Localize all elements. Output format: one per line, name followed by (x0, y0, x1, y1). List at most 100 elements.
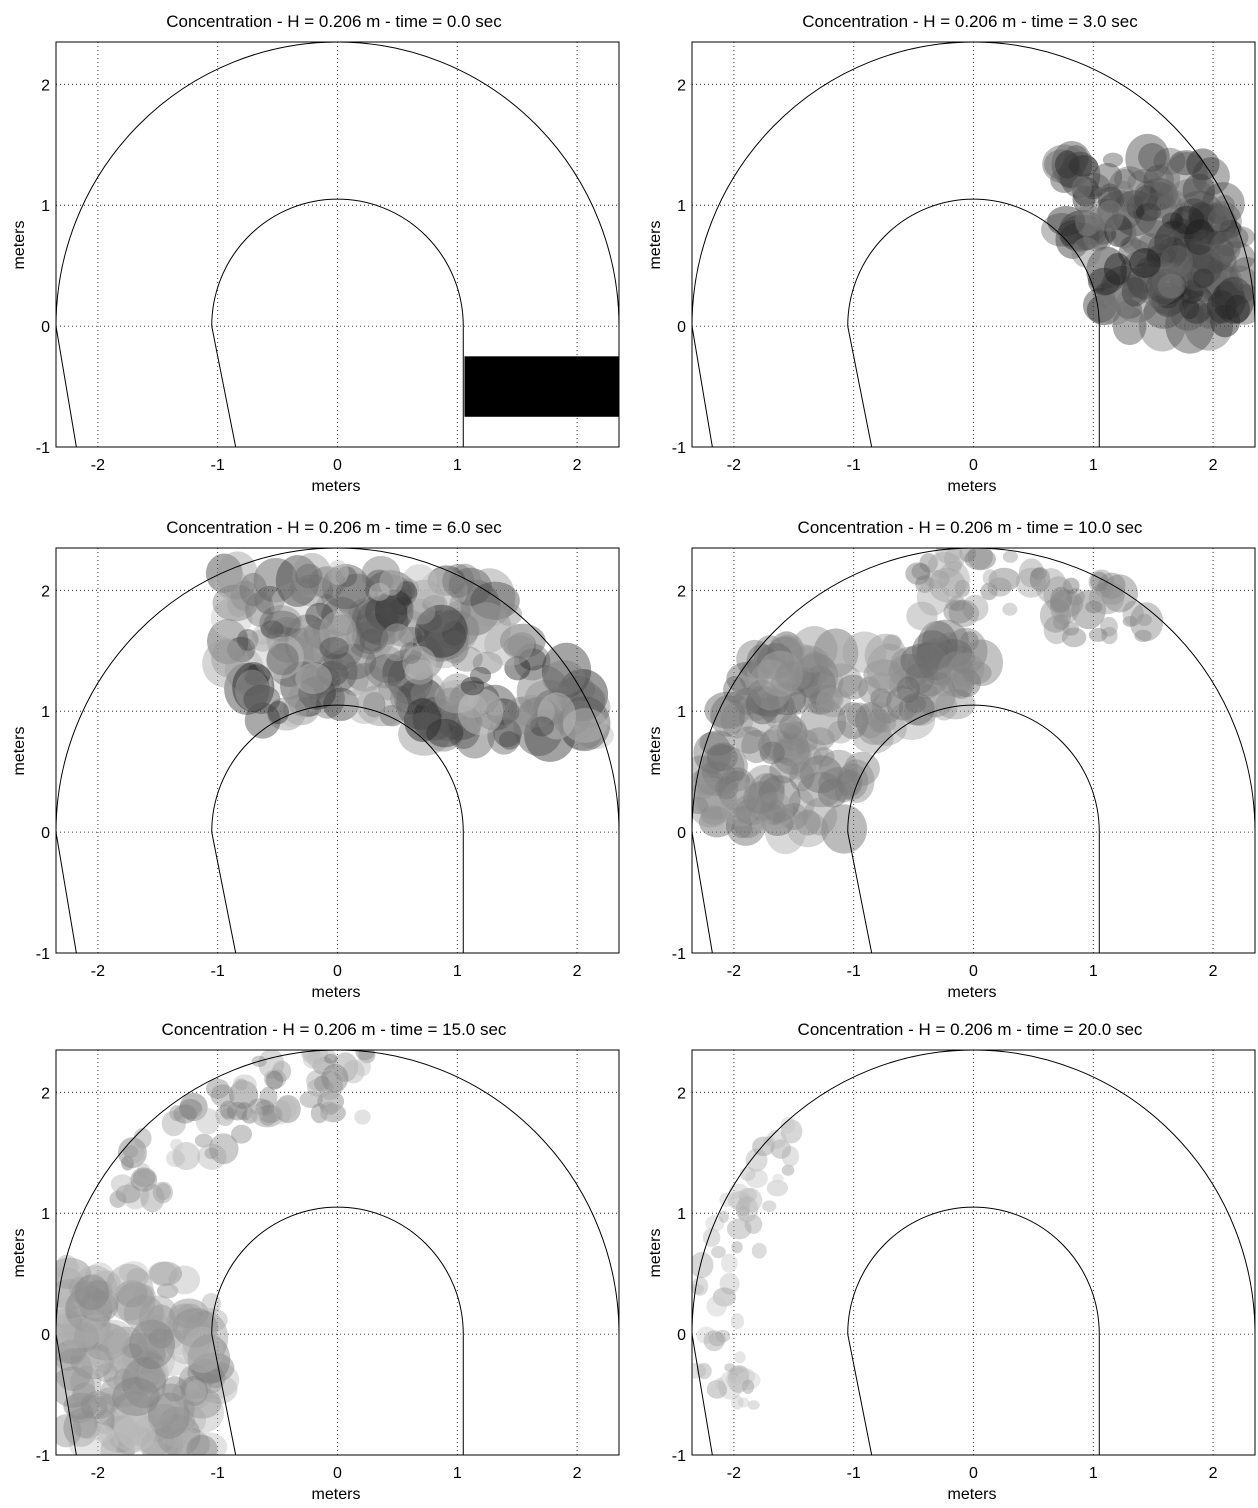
inner-wall-left (211, 832, 237, 953)
concentration-cell (410, 681, 436, 707)
concentration-cell (1050, 167, 1079, 193)
concentration-cell (146, 1304, 176, 1334)
concentration-cell (732, 804, 764, 839)
concentration-cell (844, 751, 880, 786)
concentration-cell (717, 1371, 743, 1400)
concentration-cell (1133, 181, 1183, 239)
concentration-cell (735, 1371, 761, 1390)
concentration-cell (369, 582, 390, 601)
concentration-cell (316, 661, 349, 687)
concentration-cell (765, 799, 787, 825)
concentration-cell (235, 669, 270, 711)
concentration-cell (412, 696, 456, 741)
concentration-cell (416, 610, 443, 632)
x-tick-label: -1 (847, 963, 861, 980)
concentration-cell (883, 634, 902, 651)
outer-wall-arc (692, 42, 1255, 327)
concentration-cell (779, 713, 803, 740)
concentration-cell (263, 610, 301, 638)
concentration-cell (789, 761, 815, 792)
concentration-cell (426, 631, 457, 656)
concentration-cell (770, 673, 798, 695)
concentration-cell (1181, 257, 1213, 292)
concentration-cell (108, 1326, 148, 1367)
concentration-cell (272, 619, 314, 655)
concentration-cell (712, 1287, 736, 1307)
x-tick-label: 0 (333, 963, 342, 980)
concentration-cell (888, 699, 936, 741)
concentration-cell (1075, 223, 1100, 251)
concentration-cell (188, 1369, 213, 1386)
concentration-cell (239, 572, 267, 607)
concentration-cell (295, 563, 323, 589)
concentration-plume (692, 1117, 803, 1410)
inner-wall-left (847, 832, 873, 953)
concentration-cell (1071, 237, 1102, 268)
concentration-cell (266, 643, 299, 676)
concentration-cell (1178, 284, 1214, 324)
concentration-cell (717, 767, 757, 812)
x-tick-label: 1 (453, 1465, 462, 1482)
concentration-cell (952, 668, 981, 698)
concentration-cell (113, 1368, 134, 1392)
concentration-cell (1167, 227, 1190, 253)
concentration-cell (493, 719, 522, 748)
concentration-cell (916, 642, 936, 664)
concentration-cell (757, 775, 801, 823)
concentration-cell (786, 754, 817, 780)
concentration-cell (500, 623, 546, 659)
concentration-cell (110, 1174, 134, 1194)
concentration-cell (733, 726, 765, 754)
concentration-cell (959, 548, 977, 563)
concentration-cell (1094, 287, 1135, 326)
panel-t10: Concentration - H = 0.206 m - time = 10.… (636, 506, 1258, 1006)
concentration-cell (99, 1375, 144, 1408)
concentration-cell (698, 806, 736, 838)
y-tick-label: 0 (41, 825, 50, 842)
concentration-cell (837, 769, 863, 797)
concentration-cell (122, 1343, 143, 1359)
concentration-cell (56, 1266, 85, 1299)
concentration-cell (364, 645, 408, 689)
concentration-cell (390, 685, 412, 711)
y-tick-label: 2 (677, 77, 686, 94)
concentration-cell (1063, 145, 1089, 173)
concentration-cell (1041, 212, 1083, 247)
concentration-cell (248, 1098, 272, 1115)
concentration-cell (76, 1417, 101, 1440)
concentration-cell (298, 628, 330, 651)
concentration-cell (756, 697, 782, 718)
concentration-cell (138, 1358, 169, 1390)
concentration-cell (1089, 230, 1110, 251)
concentration-cell (733, 687, 757, 709)
outer-wall-left (56, 832, 77, 953)
concentration-cell (781, 1164, 795, 1176)
concentration-cell (266, 635, 315, 687)
concentration-cell (961, 661, 992, 685)
concentration-cell (272, 1060, 292, 1082)
concentration-cell (745, 679, 779, 716)
x-tick-label: -2 (91, 457, 105, 474)
concentration-cell (275, 555, 320, 607)
concentration-cell (177, 1303, 203, 1324)
concentration-cell (503, 635, 535, 659)
concentration-cell (1198, 261, 1243, 305)
y-axis-label: meters (647, 1229, 664, 1278)
concentration-cell (440, 630, 470, 664)
concentration-cell (739, 659, 769, 692)
concentration-cell (726, 661, 768, 696)
concentration-cell (1187, 231, 1235, 274)
concentration-cell (735, 1200, 751, 1216)
concentration-cell (424, 609, 470, 660)
concentration-cell (1153, 147, 1186, 175)
concentration-cell (692, 797, 709, 815)
concentration-cell (363, 691, 386, 718)
concentration-cell (309, 678, 345, 719)
concentration-cell (1068, 154, 1099, 177)
concentration-cell (727, 1191, 752, 1211)
concentration-cell (1087, 223, 1117, 245)
concentration-cell (1170, 205, 1205, 235)
concentration-cell (864, 633, 907, 677)
concentration-cell (783, 692, 809, 715)
concentration-cell (87, 1280, 110, 1299)
